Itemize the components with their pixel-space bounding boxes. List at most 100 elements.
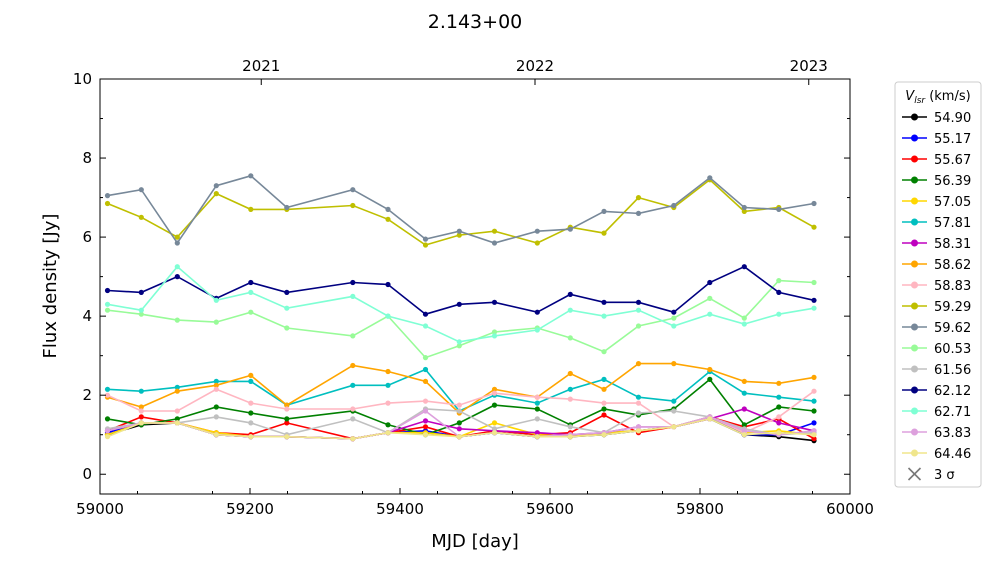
data-point-57.81-17 (741, 390, 747, 396)
data-point-60.53-5 (284, 325, 290, 331)
data-point-56.39-3 (213, 404, 219, 410)
plot-frame (99, 78, 851, 495)
data-point-58.83-5 (284, 406, 290, 412)
data-point-63.83-14 (635, 424, 642, 430)
data-point-58.62-17 (741, 378, 747, 384)
legend-label-56.39: 56.39 (934, 174, 971, 189)
data-point-57.81-19 (811, 398, 817, 404)
data-point-57.81-0 (104, 386, 111, 392)
data-point-57.81-18 (776, 394, 782, 400)
data-point-61.56-12 (567, 424, 573, 430)
data-point-56.39-18 (776, 404, 782, 410)
data-point-56.39-7 (385, 422, 391, 428)
data-point-58.83-6 (350, 406, 356, 412)
data-point-58.62-12 (567, 370, 573, 377)
data-point-58.62-4 (248, 372, 254, 378)
data-point-60.53-6 (350, 333, 356, 339)
data-point-62.71-10 (491, 333, 498, 339)
data-point-55.17-19 (811, 420, 817, 426)
data-point-56.39-9 (456, 420, 462, 426)
data-point-62.12-7 (385, 281, 391, 288)
data-point-61.56-3 (213, 414, 219, 420)
y-tick-label: 6 (82, 228, 92, 246)
legend-label-59.29: 59.29 (934, 300, 971, 315)
data-point-57.81-7 (385, 382, 391, 388)
data-point-57.81-3 (213, 378, 219, 384)
legend-label-58.31: 58.31 (934, 237, 971, 252)
x-tick-label: 59600 (526, 500, 574, 518)
data-point-59.62-12 (567, 226, 573, 232)
data-point-59.62-7 (385, 206, 391, 212)
data-point-62.12-18 (776, 289, 782, 295)
legend-label-64.46: 64.46 (934, 447, 971, 462)
data-point-63.83-8 (422, 408, 429, 414)
data-point-60.53-0 (104, 307, 111, 313)
data-point-62.12-0 (104, 287, 111, 294)
data-point-64.46-17 (741, 432, 747, 438)
data-point-62.71-13 (601, 313, 607, 319)
legend-marker-57.05 (911, 197, 918, 205)
data-point-64.46-1 (138, 420, 144, 426)
data-point-58.31-9 (456, 426, 462, 432)
legend-label-57.05: 57.05 (934, 195, 971, 210)
x-tick-label: 60000 (826, 500, 874, 518)
data-point-58.62-2 (174, 388, 180, 394)
data-point-64.46-19 (811, 432, 817, 438)
data-point-58.83-3 (213, 386, 219, 392)
data-point-62.12-16 (707, 279, 713, 286)
data-point-59.29-1 (138, 214, 144, 220)
data-point-61.56-9 (456, 408, 462, 414)
data-point-62.71-1 (138, 307, 144, 313)
series-line-62.12 (107, 265, 815, 316)
data-point-61.56-10 (491, 426, 498, 432)
legend-marker-55.67 (911, 155, 918, 163)
data-point-57.81-12 (567, 386, 573, 392)
legend-marker-54.90 (911, 113, 918, 121)
series-line-64.46 (107, 418, 815, 440)
data-point-58.83-13 (601, 400, 607, 406)
data-point-56.39-11 (534, 406, 540, 412)
legend-title-rest: (km/s) (925, 89, 971, 104)
legend-title-main: V (905, 89, 915, 104)
top-year-label: 2023 (790, 57, 828, 75)
data-point-64.46-5 (284, 434, 290, 440)
data-point-64.46-14 (635, 428, 642, 434)
data-point-60.53-9 (456, 343, 462, 349)
data-point-59.62-6 (350, 187, 356, 193)
top-year-label: 2022 (516, 57, 554, 75)
legend-marker-60.53 (911, 344, 918, 352)
data-point-58.83-10 (491, 390, 498, 396)
data-point-60.53-19 (811, 279, 817, 286)
data-point-62.12-4 (248, 279, 254, 286)
data-point-61.56-14 (635, 410, 642, 416)
data-point-62.71-7 (385, 313, 391, 319)
data-point-59.62-0 (104, 193, 111, 199)
data-point-62.12-14 (635, 299, 642, 305)
data-point-59.62-18 (776, 206, 782, 212)
y-tick-label: 8 (82, 149, 92, 167)
data-point-63.83-17 (741, 428, 747, 434)
data-point-57.81-15 (671, 398, 677, 404)
data-point-62.71-11 (534, 327, 540, 333)
data-point-64.46-10 (491, 430, 498, 436)
data-point-58.62-13 (601, 386, 607, 392)
data-point-56.39-2 (174, 416, 180, 422)
legend-marker-59.62 (911, 323, 918, 331)
data-point-59.62-4 (248, 173, 254, 179)
series-line-59.29 (107, 178, 815, 246)
data-point-59.62-15 (671, 202, 677, 209)
data-point-60.53-2 (174, 317, 180, 323)
legend-marker-62.12 (911, 386, 918, 394)
legend-label-58.83: 58.83 (934, 279, 971, 294)
legend-label-55.67: 55.67 (934, 153, 971, 168)
x-axis-label: MJD [day] (431, 531, 519, 552)
data-point-58.62-10 (491, 386, 498, 392)
data-point-62.71-2 (174, 264, 180, 270)
data-point-58.83-19 (811, 388, 817, 394)
data-point-60.53-8 (422, 355, 429, 361)
data-point-58.62-7 (385, 368, 391, 375)
legend-label-55.17: 55.17 (934, 132, 971, 147)
data-point-58.62-15 (671, 361, 677, 367)
legend-title-sub: lsr (914, 96, 926, 106)
data-point-64.46-6 (350, 436, 356, 442)
